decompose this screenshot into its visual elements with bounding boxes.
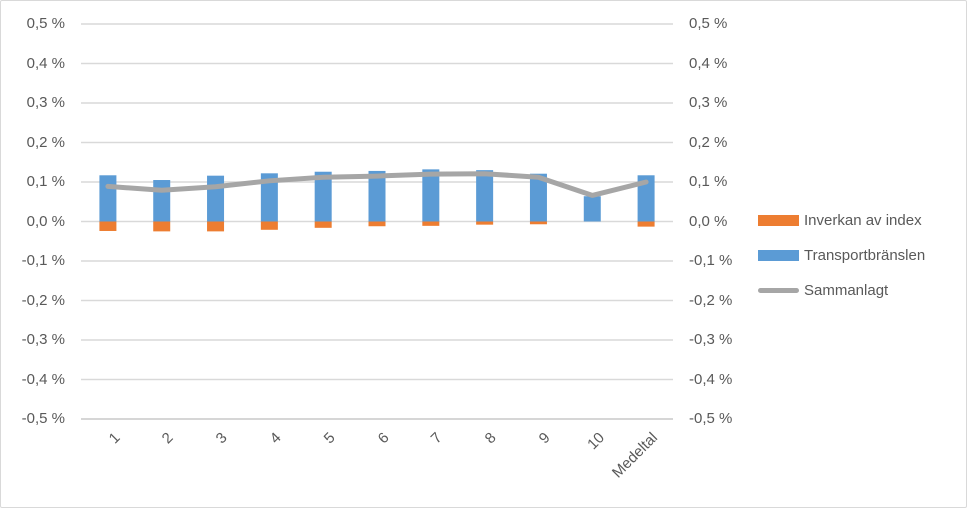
bar-segment-3: [207, 175, 225, 222]
bar-segment-5: [314, 221, 332, 228]
bar-segment-5: [314, 171, 332, 222]
bar-segment-9: [529, 221, 547, 225]
bar-segment-1: [99, 221, 117, 231]
y-axis-tick-label-left: 0,4 %: [26, 54, 65, 72]
legend: Inverkan av index Transportbränslen Samm…: [758, 211, 925, 299]
bar-segment-8: [476, 221, 494, 225]
y-axis-tick-label-left: -0,1 %: [21, 252, 65, 269]
y-axis-tick-label-right: -0,2 %: [689, 291, 733, 309]
y-axis-tick-label-left: -0,4 %: [21, 370, 65, 388]
legend-label: Transportbränslen: [804, 246, 926, 264]
legend-item-transportbranslen: Transportbränslen: [758, 246, 925, 264]
y-axis-tick-label-left: -0,2 %: [21, 291, 65, 309]
bar-segment-8: [476, 170, 494, 222]
legend-label: Sammanlagt: [804, 281, 889, 299]
y-axis-tick-label-left: -0,5 %: [21, 410, 65, 427]
bar-segment-7: [422, 221, 440, 226]
legend-item-inverkan-av-index: Inverkan av index: [758, 211, 925, 229]
legend-label: Inverkan av index: [804, 211, 922, 229]
bar-segment-3: [207, 221, 225, 232]
series-line: [105, 171, 649, 198]
bar-segment-6: [368, 221, 386, 227]
legend-swatch-orange-bar-icon: [758, 214, 799, 226]
legend-item-sammanlagt: Sammanlagt: [758, 281, 925, 299]
y-axis-tick-label-left: 0,3 %: [26, 94, 65, 111]
bar-segment-2: [153, 221, 171, 232]
y-axis-tick-label-right: 0,0 %: [689, 212, 728, 230]
bar-segment-7: [422, 169, 440, 222]
y-axis-tick-label-right: 0,2 %: [689, 133, 728, 151]
y-axis-tick-label-right: 0,1 %: [689, 173, 728, 190]
legend-swatch-gray-line-icon: [758, 287, 799, 293]
y-axis-tick-label-right: -0,4 %: [689, 370, 733, 388]
y-axis-tick-label-right: -0,5 %: [689, 410, 733, 427]
y-axis-tick-label-left: 0,1 %: [26, 173, 65, 190]
bar-segment-10: [583, 196, 601, 222]
bar-segment-2: [153, 180, 171, 222]
bar-segment-4: [260, 173, 278, 222]
y-axis-tick-label-right: -0,3 %: [689, 331, 733, 348]
y-axis-tick-label-right: 0,4 %: [689, 54, 728, 72]
bar-segment-6: [368, 170, 386, 222]
y-axis-tick-label-right: 0,3 %: [689, 94, 728, 111]
bar-segment-4: [260, 221, 278, 230]
y-axis-tick-label-left: 0,2 %: [26, 133, 65, 151]
y-axis-tick-label-left: -0,3 %: [21, 331, 65, 348]
bar-segment-11: [637, 221, 655, 227]
bar-segment-11: [637, 175, 655, 222]
legend-swatch-blue-bar-icon: [758, 249, 799, 261]
y-axis-tick-label-left: 0,5 %: [26, 15, 65, 32]
bar-segment-9: [529, 173, 547, 222]
y-axis-tick-label-right: -0,1 %: [689, 252, 733, 269]
y-axis-tick-label-right: 0,5 %: [689, 15, 728, 32]
bar-segment-1: [99, 175, 117, 222]
y-axis-tick-label-left: 0,0 %: [26, 212, 65, 230]
